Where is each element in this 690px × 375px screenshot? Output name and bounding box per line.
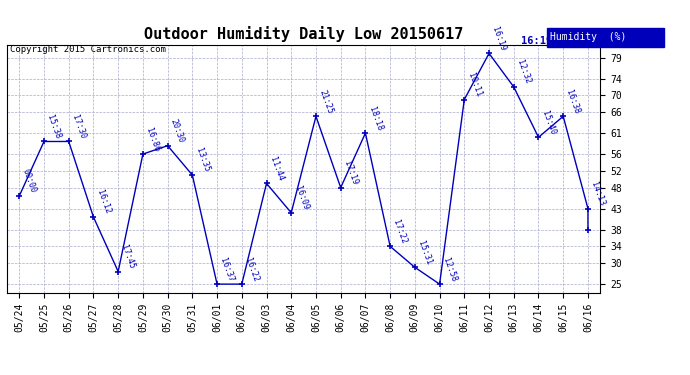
Text: 21:25: 21:25 — [317, 88, 335, 115]
Text: 17:30: 17:30 — [70, 114, 87, 140]
Text: 15:38: 15:38 — [46, 114, 62, 140]
Text: 20:30: 20:30 — [169, 118, 186, 144]
Text: 12:32: 12:32 — [515, 59, 532, 86]
Text: 11:44: 11:44 — [268, 156, 285, 182]
Text: 16:12: 16:12 — [95, 189, 112, 216]
Text: Humidity  (%): Humidity (%) — [550, 32, 627, 42]
Text: 13:35: 13:35 — [194, 147, 210, 174]
Text: 14:13: 14:13 — [589, 181, 607, 207]
Text: 15:40: 15:40 — [540, 110, 557, 136]
Text: 17:19: 17:19 — [342, 160, 359, 186]
Text: 17:22: 17:22 — [391, 218, 408, 245]
Text: 12:58: 12:58 — [441, 256, 458, 283]
Text: 10:11: 10:11 — [466, 72, 483, 98]
Text: 16:19: 16:19 — [521, 36, 552, 46]
Text: 16:38: 16:38 — [564, 88, 582, 115]
Text: 00:00: 00:00 — [21, 168, 38, 195]
Text: 16:19: 16:19 — [491, 26, 507, 52]
Text: 15:31: 15:31 — [416, 239, 433, 266]
Text: 16:37: 16:37 — [219, 256, 235, 283]
Text: Copyright 2015 Cartronics.com: Copyright 2015 Cartronics.com — [10, 45, 166, 54]
Text: 16:22: 16:22 — [243, 256, 260, 283]
Text: 16:86: 16:86 — [144, 126, 161, 153]
Text: 18:18: 18:18 — [367, 105, 384, 132]
Text: 16:09: 16:09 — [293, 185, 310, 211]
Title: Outdoor Humidity Daily Low 20150617: Outdoor Humidity Daily Low 20150617 — [144, 27, 463, 42]
Text: 17:45: 17:45 — [119, 244, 137, 270]
